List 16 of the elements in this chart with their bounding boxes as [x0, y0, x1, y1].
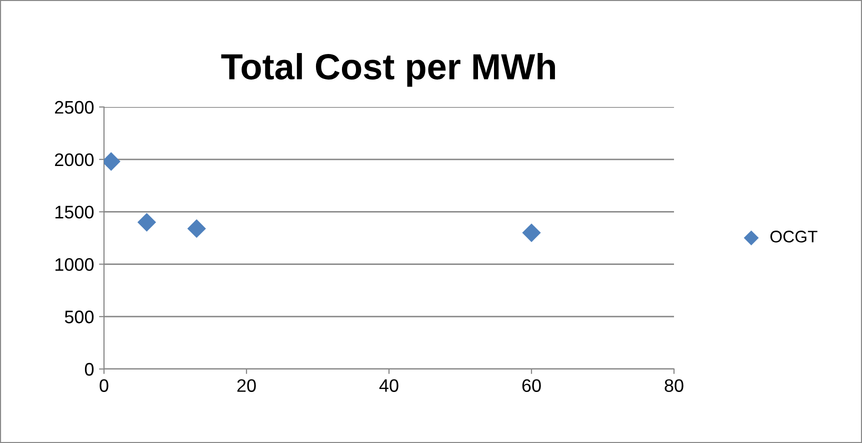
y-tick-label: 2500 — [55, 100, 94, 114]
x-tick-label: 40 — [379, 379, 398, 392]
y-tick-label: 0 — [84, 362, 94, 376]
point — [137, 212, 156, 232]
y-tick-label: 1500 — [55, 206, 94, 219]
legend-label: OCGT — [770, 230, 818, 242]
point — [522, 223, 541, 242]
y-tick-label: 1000 — [55, 258, 94, 271]
y-tick-label: 2000 — [55, 153, 94, 166]
y-tick-label: 500 — [64, 310, 94, 324]
point — [187, 219, 206, 238]
chart-title: Total Cost per MWh — [221, 53, 555, 87]
x-tick-label: 20 — [237, 379, 256, 392]
x-tick-label: 0 — [100, 379, 108, 392]
x-tick-label: 80 — [664, 379, 684, 392]
x-tick-label: 60 — [522, 379, 541, 392]
